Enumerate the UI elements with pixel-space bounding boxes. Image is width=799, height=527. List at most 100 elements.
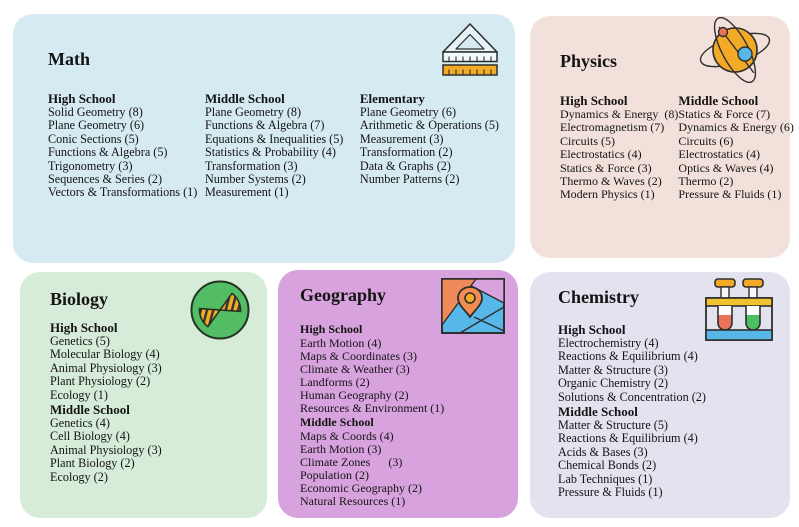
topic-item: Resources & Environment (1) (300, 401, 445, 415)
topic-item: Circuits (6) (678, 133, 734, 148)
topic-item: Animal Physiology (3) (50, 442, 162, 457)
card-title-geography: Geography (300, 285, 387, 305)
topic-item: Plane Geometry (8) (204, 105, 302, 119)
section-middle-school: Middle School Genetics (4) Cell Biology (4… (50, 402, 255, 484)
section-header: Middle School (678, 93, 759, 108)
dna-icon (189, 279, 251, 346)
biology-sections: High School Genetics (5) Molecular Biology… (50, 320, 255, 484)
topic-item: Pressure & Fluids (1) (678, 187, 782, 202)
topic-item: Electromagnetism (7) (560, 120, 665, 135)
section-header: High School (50, 320, 118, 335)
topic-item: Electrostatics (4) (678, 147, 761, 162)
topic-item: Optics & Waves (4) (678, 160, 774, 175)
math-sections: High School Solid Geometry (8) Plane Geome… (48, 91, 499, 200)
card-math: Math High Sc (13, 14, 515, 263)
map-pin-icon (440, 277, 506, 340)
section-header: High School (300, 322, 363, 336)
topic-item: Modern Physics (1) (560, 187, 655, 202)
topic-item: Plane Geometry (6) (48, 118, 145, 133)
test-tubes-icon (702, 277, 776, 348)
section-high-school: High School Dynamics & Energy (8) Electrom… (560, 93, 678, 202)
topic-item: Solutions & Concentration (2) (558, 389, 706, 404)
topic-item: Pressure & Fluids (1) (558, 485, 663, 500)
topic-item: Matter & Structure (3) (558, 362, 668, 377)
section-header: Elementary (359, 91, 425, 106)
card-geography: Geography High School Earth Motion (4) Map… (278, 270, 518, 518)
card-chemistry: Chemistry High School Electrochemistry (4… (530, 272, 790, 518)
topic-item: Measurement (3) (359, 131, 444, 146)
topic-item: Reactions & Equilibrium (4) (558, 349, 698, 364)
topic-item: Population (2) (300, 468, 369, 482)
topic-item: Organic Chemistry (2) (558, 376, 669, 391)
section-high-school: High School Genetics (5) Molecular Biology… (50, 320, 255, 402)
topic-item: Statistics & Probability (4) (204, 145, 336, 160)
topic-item: Climate & Weather (3) (300, 362, 410, 376)
topic-item: Plane Geometry (6) (359, 105, 457, 119)
topic-item: Lab Techniques (1) (558, 471, 653, 486)
topic-item: Earth Motion (4) (300, 336, 382, 350)
topic-item: Chemical Bonds (2) (558, 458, 657, 473)
topic-item: Circuits (5) (560, 133, 615, 148)
topic-item: Economic Geography (2) (300, 481, 422, 495)
topic-item: Equations & Inequalities (5) (204, 131, 344, 146)
card-physics: Physics High School Dynamics & Energy (8)… (530, 16, 794, 258)
topic-item: Matter & Structure (5) (558, 418, 668, 433)
card-title-physics: Physics (560, 51, 618, 71)
section-high-school: High School Earth Motion (4) Maps & Coordi… (300, 322, 508, 415)
topic-item: Ecology (1) (50, 387, 108, 402)
atom-icon (696, 16, 774, 88)
topic-item: Plant Biology (2) (50, 456, 135, 471)
topic-item: Functions & Algebra (7) (204, 118, 325, 133)
section-header: High School (558, 322, 626, 337)
physics-sections: High School Dynamics & Energy (8) Electrom… (560, 93, 794, 202)
section-header: Middle School (50, 402, 130, 418)
section-header: Middle School (300, 415, 374, 429)
card-title-biology: Biology (50, 289, 109, 309)
topic-item: Arithmetic & Operations (5) (359, 118, 499, 133)
section-high-school: High School Solid Geometry (8) Plane Geome… (48, 91, 205, 200)
topic-item: Acids & Bases (3) (558, 444, 648, 459)
topic-item: Earth Motion (3) (300, 442, 382, 456)
topic-item: Transformation (2) (359, 145, 453, 160)
card-title-chemistry: Chemistry (558, 287, 639, 307)
chemistry-sections: High School Electrochemistry (4) Reactions… (558, 322, 780, 499)
section-header: High School (560, 93, 628, 108)
section-middle-school: Middle School Statics & Force (7) Dynamics… (678, 93, 793, 202)
topic-item: Cell Biology (4) (50, 429, 130, 444)
section-header: Middle School (558, 404, 638, 420)
card-title-math: Math (48, 49, 90, 69)
topic-item: Data & Graphs (2) (359, 158, 451, 173)
topic-item: Electrostatics (4) (560, 147, 642, 162)
topic-item: Functions & Algebra (5) (48, 145, 168, 160)
topic-item: Dynamics & Energy (6) (678, 120, 794, 135)
section-middle-school: Middle School Maps & Coords (4) Earth Moti… (300, 415, 508, 508)
topic-item: Ecology (2) (50, 469, 108, 484)
topic-item: Genetics (4) (50, 416, 110, 431)
topic-item: Conic Sections (5) (48, 131, 139, 146)
topic-item: Human Geography (2) (300, 388, 409, 402)
section-header: High School (48, 91, 116, 106)
topic-item: Reactions & Equilibrium (4) (558, 431, 698, 446)
topic-item: Statics & Force (7) (678, 107, 771, 121)
topic-item: Sequences & Series (2) (48, 172, 163, 187)
topic-item: Maps & Coords (4) (300, 429, 394, 443)
topic-item: Climate Zones (3) (300, 455, 403, 469)
section-header: Middle School (204, 91, 285, 106)
topic-item: Number Patterns (2) (359, 172, 460, 187)
topic-item: Genetics (5) (50, 334, 110, 348)
topic-item: Plant Physiology (2) (50, 374, 151, 389)
topic-item: Dynamics & Energy (8) (560, 107, 679, 121)
topic-item: Thermo (2) (678, 174, 734, 189)
section-middle-school: Middle School Matter & Structure (5) React… (558, 404, 780, 499)
topic-item: Animal Physiology (3) (50, 360, 162, 375)
topic-item: Maps & Coordinates (3) (300, 349, 417, 363)
topic-item: Solid Geometry (8) (48, 105, 143, 119)
topic-item: Molecular Biology (4) (50, 347, 160, 362)
topic-item: Transformation (3) (204, 158, 298, 173)
topic-item: Number Systems (2) (204, 172, 306, 187)
topic-item: Trigonometry (3) (48, 158, 133, 173)
topic-item: Statics & Force (3) (560, 160, 652, 175)
topic-item: Electrochemistry (4) (558, 336, 659, 350)
topic-item: Vectors & Transformations (1) (48, 185, 198, 200)
